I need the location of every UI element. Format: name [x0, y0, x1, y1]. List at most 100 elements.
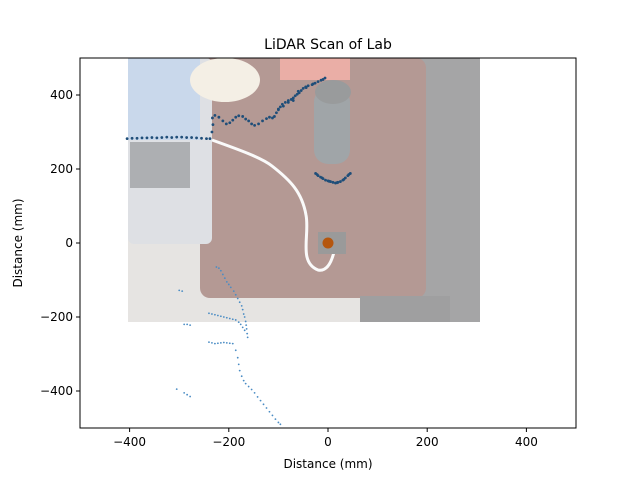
scan-point [186, 393, 189, 396]
scan-point [246, 332, 249, 335]
scan-point [231, 118, 235, 122]
photo-bag [190, 58, 260, 102]
scan-point [211, 342, 213, 344]
scan-point [208, 312, 210, 315]
scan-point [243, 316, 246, 318]
scan-point [339, 180, 342, 183]
scan-point [265, 117, 268, 121]
scan-point [244, 320, 247, 323]
scan-point [189, 395, 192, 398]
scan-point [304, 86, 308, 89]
scan-point [293, 94, 297, 98]
photo-bottle-cap [315, 80, 351, 104]
scan-point [215, 266, 218, 268]
scan-point [277, 421, 280, 424]
photo-desk-top [200, 58, 426, 298]
scan-point [239, 323, 242, 326]
scan-point [301, 86, 305, 90]
scan-point [250, 388, 253, 391]
scan-point [221, 273, 224, 276]
scan-point [240, 375, 243, 378]
scan-point [216, 342, 219, 345]
scan-point [291, 96, 295, 100]
x-tick-label: −200 [212, 435, 245, 449]
photo-cable [211, 138, 336, 272]
y-tick-label: 0 [65, 236, 73, 250]
y-tick-label: −200 [40, 310, 73, 324]
scan-point [241, 115, 245, 118]
scan-point [244, 382, 247, 385]
scan-point [227, 283, 230, 286]
scan-point [347, 173, 351, 176]
scan-point [335, 181, 339, 185]
scan-point [268, 115, 271, 119]
scan-point [217, 115, 221, 119]
scan-point [311, 82, 315, 86]
photo-bottle [314, 88, 350, 164]
scan-point [135, 136, 139, 140]
scan-point [323, 76, 327, 80]
scan-point [275, 111, 278, 115]
scan-point [238, 301, 241, 304]
scan-point [125, 137, 129, 141]
scan-points [125, 76, 352, 426]
scan-point [219, 342, 222, 344]
scan-point [195, 136, 198, 140]
scan-point [299, 89, 303, 92]
lidar-origin-marker [322, 237, 334, 249]
chart-title: LiDAR Scan of Lab [264, 37, 392, 53]
scan-point [183, 391, 186, 394]
scan-point [306, 84, 310, 88]
scan-point [214, 313, 216, 316]
scan-point [321, 78, 325, 81]
scan-point [242, 379, 245, 382]
scan-point [236, 297, 239, 300]
scan-point [283, 101, 287, 104]
scan-point [273, 115, 276, 118]
scan-point [240, 305, 243, 307]
scan-point [253, 391, 256, 394]
x-axis: −400 −200 0 200 400 [113, 428, 538, 449]
scan-point [170, 136, 174, 139]
scan-point [214, 342, 216, 345]
scan-point [228, 342, 231, 345]
scan-point [250, 122, 254, 126]
scan-point [222, 341, 225, 344]
scan-point [271, 414, 274, 417]
scan-point [211, 116, 214, 120]
scan-point [253, 123, 256, 127]
scan-point [231, 318, 234, 321]
scan-point [246, 336, 249, 339]
scan-point [271, 116, 274, 120]
scan-point [205, 137, 208, 141]
scan-point [228, 317, 231, 320]
scan-point [315, 173, 319, 176]
scan-point [243, 329, 246, 332]
scan-point [211, 123, 215, 126]
scan-point [278, 105, 282, 109]
scan-point [175, 135, 179, 139]
scan-point [234, 115, 238, 119]
scan-point [241, 326, 244, 329]
scan-point [324, 178, 327, 182]
scan-point [229, 286, 232, 289]
scan-point [217, 267, 220, 270]
photo-chair-base [360, 296, 450, 322]
scan-point [316, 80, 320, 84]
photo-board [280, 58, 350, 80]
y-axis-label: Distance (mm) [11, 198, 25, 287]
scan-point [279, 423, 282, 426]
scan-point [281, 104, 285, 108]
scan-point [256, 396, 259, 398]
scan-point [291, 99, 295, 102]
scan-point [219, 315, 222, 318]
photo-laptop-keyboard [130, 142, 190, 188]
scan-point [145, 136, 149, 140]
x-tick-label: 400 [515, 435, 538, 449]
scan-point [262, 403, 265, 406]
scan-point [245, 324, 248, 327]
scan-point [265, 407, 268, 409]
scan-point [223, 277, 226, 280]
scan-point [236, 356, 239, 359]
scan-point [244, 117, 248, 121]
